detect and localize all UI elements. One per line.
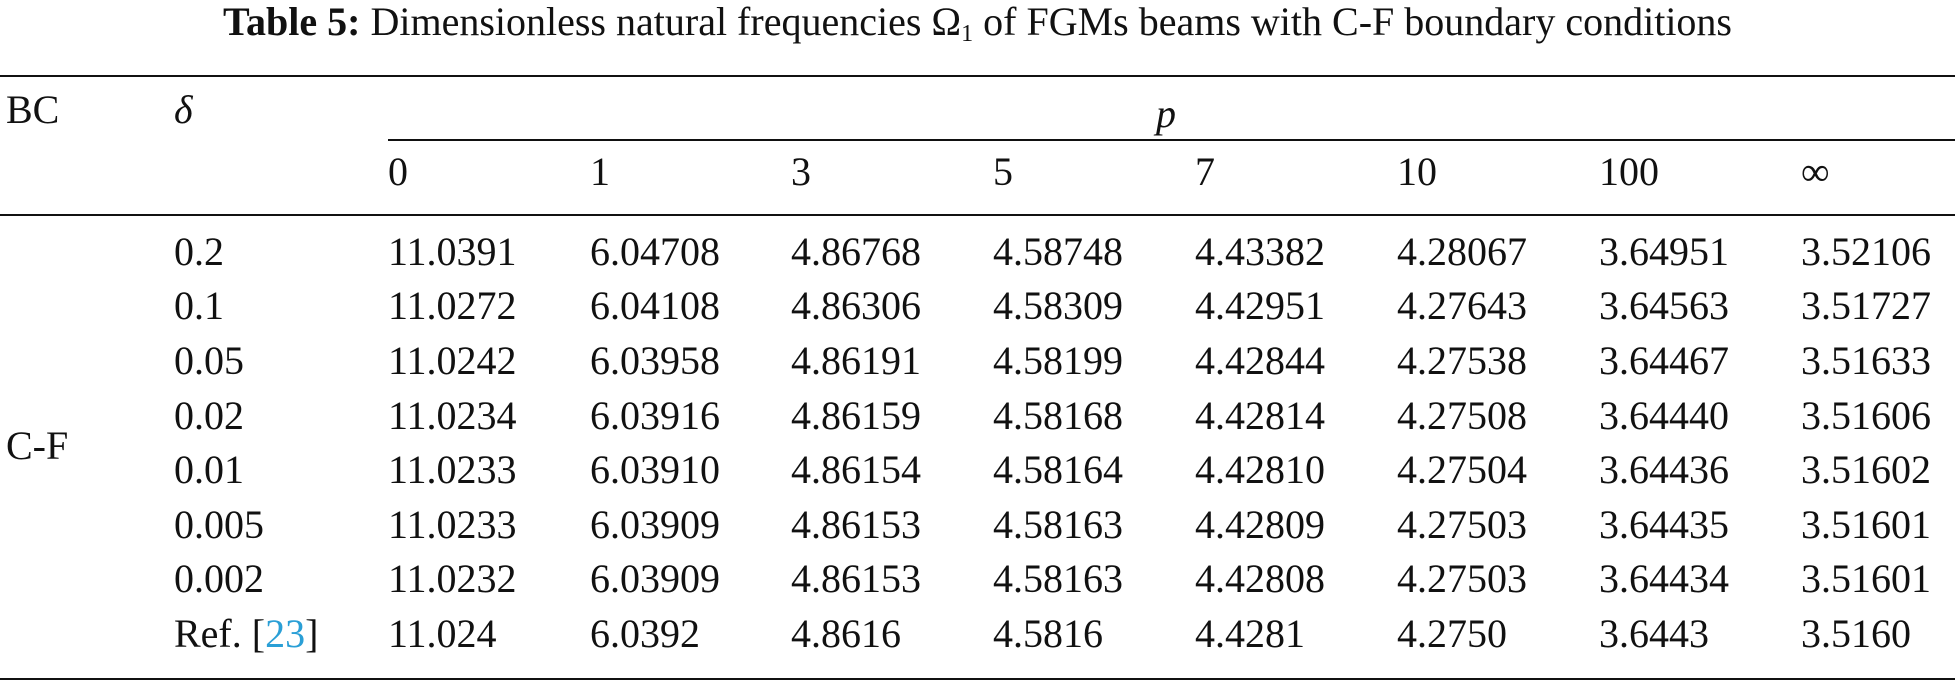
caption-text-end: of FGMs beams with C-F boundary conditio… [973, 0, 1732, 44]
header-p-group: p [1156, 91, 1176, 136]
table-cell: 4.58163 [993, 502, 1123, 547]
table-cell: 4.86153 [791, 502, 921, 547]
ref-cell: 6.0392 [590, 611, 700, 656]
table-cell: 4.42810 [1195, 447, 1325, 492]
ref-label-prefix: Ref. [ [174, 611, 266, 656]
table-cell: 4.58748 [993, 229, 1123, 274]
table-cell: 4.43382 [1195, 229, 1325, 274]
table-cell: 3.64467 [1599, 338, 1729, 383]
caption-subscript: 1 [961, 21, 974, 47]
header-bottom-rule [0, 214, 1955, 216]
header-p-1: 1 [590, 149, 610, 194]
table-cell: 4.58163 [993, 556, 1123, 601]
table-cell: 11.0234 [388, 393, 517, 438]
header-p-5: 10 [1397, 149, 1437, 194]
table-cell: 4.27504 [1397, 447, 1527, 492]
table-cell: 11.0242 [388, 338, 517, 383]
table-cell: 4.58168 [993, 393, 1123, 438]
header-p-7: ∞ [1801, 149, 1830, 194]
ref-cell: 4.2750 [1397, 611, 1507, 656]
table-cell: 4.42844 [1195, 338, 1325, 383]
table-caption: Table 5: Dimensionless natural frequenci… [0, 0, 1955, 56]
ref-cell: 4.4281 [1195, 611, 1305, 656]
row-delta: 0.01 [174, 447, 244, 492]
table-cell: 4.27503 [1397, 502, 1527, 547]
header-delta: δ [174, 87, 193, 132]
table-cell: 4.27503 [1397, 556, 1527, 601]
table-cell: 3.51602 [1801, 447, 1931, 492]
ref-cell: 4.8616 [791, 611, 901, 656]
table-cell: 3.52106 [1801, 229, 1931, 274]
table-cell: 3.51633 [1801, 338, 1931, 383]
header-p-3: 5 [993, 149, 1013, 194]
row-delta: 0.1 [174, 283, 224, 328]
table-cell: 4.42814 [1195, 393, 1325, 438]
ref-cell: 3.5160 [1801, 611, 1911, 656]
table-cell: 6.04108 [590, 283, 720, 328]
table-cell: 11.0232 [388, 556, 517, 601]
table-cell: 3.64434 [1599, 556, 1729, 601]
row-delta: 0.02 [174, 393, 244, 438]
table-cell: 3.64440 [1599, 393, 1729, 438]
caption-text: Dimensionless natural frequencies Ω1 of … [370, 0, 1732, 47]
ref-label: Ref. [23] [174, 612, 318, 656]
table-cell: 11.0233 [388, 502, 517, 547]
table-cell: 3.51601 [1801, 502, 1931, 547]
header-p-4: 7 [1195, 149, 1215, 194]
ref-link[interactable]: 23 [265, 611, 306, 656]
table-cell: 3.64951 [1599, 229, 1729, 274]
table-cell: 11.0391 [388, 229, 517, 274]
table-cell: 3.64563 [1599, 283, 1729, 328]
table-cell: 6.03909 [590, 502, 720, 547]
table-cell: 4.58309 [993, 283, 1123, 328]
table-cell: 3.51601 [1801, 556, 1931, 601]
row-delta: 0.05 [174, 338, 244, 383]
table-cell: 6.03958 [590, 338, 720, 383]
table-bottom-rule [0, 678, 1955, 680]
table-cell: 4.58199 [993, 338, 1123, 383]
table-cell: 11.0233 [388, 447, 517, 492]
ref-label-suffix: ] [305, 611, 319, 656]
table-cell: 3.51727 [1801, 283, 1931, 328]
table-cell: 4.27643 [1397, 283, 1527, 328]
table-cell: 4.58164 [993, 447, 1123, 492]
caption-text-main: Dimensionless natural frequencies Ω [370, 0, 962, 44]
table-cell: 4.86153 [791, 556, 921, 601]
table-cell: 4.86159 [791, 393, 921, 438]
table-cell: 4.86154 [791, 447, 921, 492]
p-group-rule [388, 139, 1955, 141]
table-cell: 4.42809 [1195, 502, 1325, 547]
table-cell: 6.03909 [590, 556, 720, 601]
bc-value: C-F [6, 423, 69, 468]
table-cell: 6.03916 [590, 393, 720, 438]
ref-cell: 3.6443 [1599, 611, 1709, 656]
table-top-rule [0, 75, 1955, 77]
row-delta: 0.005 [174, 502, 264, 547]
table-cell: 4.86768 [791, 229, 921, 274]
header-p-6: 100 [1599, 149, 1659, 194]
table-cell: 6.04708 [590, 229, 720, 274]
table-cell: 4.86306 [791, 283, 921, 328]
table-cell: 4.86191 [791, 338, 921, 383]
header-p-2: 3 [791, 149, 811, 194]
table-cell: 3.51606 [1801, 393, 1931, 438]
ref-cell: 11.024 [388, 611, 497, 656]
caption-label: Table 5: [223, 0, 361, 44]
table-cell: 11.0272 [388, 283, 517, 328]
table-cell: 6.03910 [590, 447, 720, 492]
table-cell: 4.27538 [1397, 338, 1527, 383]
table-cell: 4.28067 [1397, 229, 1527, 274]
table-cell: 4.42808 [1195, 556, 1325, 601]
row-delta: 0.002 [174, 556, 264, 601]
row-delta: 0.2 [174, 229, 224, 274]
table-cell: 4.27508 [1397, 393, 1527, 438]
table-cell: 4.42951 [1195, 283, 1325, 328]
header-bc: BC [6, 87, 60, 132]
ref-cell: 4.5816 [993, 611, 1103, 656]
header-p-0: 0 [388, 149, 408, 194]
table-cell: 3.64436 [1599, 447, 1729, 492]
table-cell: 3.64435 [1599, 502, 1729, 547]
